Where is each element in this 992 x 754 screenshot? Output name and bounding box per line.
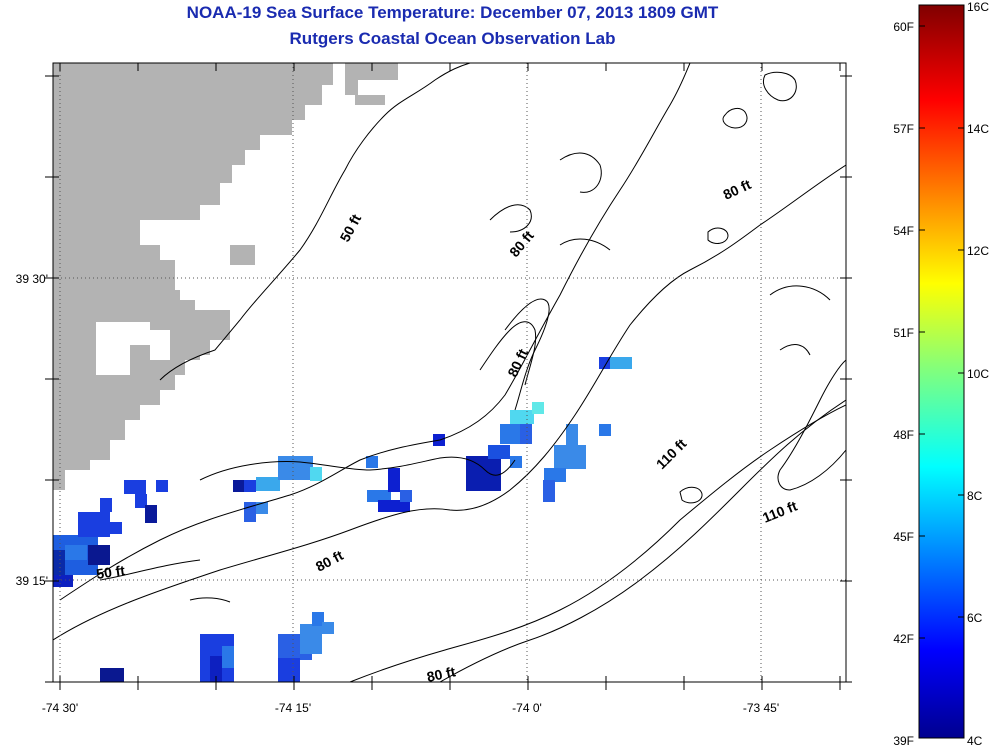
depth-contour (504, 298, 550, 411)
sst-pixel (300, 624, 322, 654)
land-mass (53, 63, 333, 490)
colorbar-f-label: 48F (893, 428, 914, 442)
depth-contour (159, 63, 471, 381)
depth-contour (559, 152, 602, 193)
depth-contour (349, 404, 846, 682)
colorbar-c-label: 6C (967, 611, 983, 625)
sst-pixel (400, 490, 412, 502)
sst-pixel (88, 545, 110, 565)
lat-tick-label: 39 30' (16, 272, 48, 286)
depth-contour (189, 597, 231, 603)
sst-pixel (500, 424, 522, 444)
colorbar-c-label: 10C (967, 367, 989, 381)
colorbar-f-label: 54F (893, 224, 914, 238)
land-mass (230, 245, 255, 265)
sst-pixel (53, 550, 65, 575)
sst-pixel (110, 522, 122, 534)
depth-contour (763, 71, 797, 102)
depth-contour (439, 399, 846, 682)
sst-pixel (378, 500, 410, 512)
depth-label: 50 ft (95, 562, 126, 582)
colorbar-f-label: 57F (893, 122, 914, 136)
sst-pixel (543, 480, 555, 502)
land-mass (355, 95, 385, 105)
sst-pixel (256, 477, 280, 491)
sst-pixel (312, 612, 324, 626)
depth-contour (679, 486, 703, 504)
sst-pixel (544, 468, 566, 482)
colorbar-f-label: 39F (893, 734, 914, 748)
land-mass (345, 63, 398, 95)
sst-pixel (388, 468, 400, 492)
lon-tick-label: -74 0' (512, 701, 542, 715)
land-mass (96, 322, 150, 375)
colorbar-c-label: 4C (967, 734, 983, 748)
sst-pixel (65, 545, 87, 560)
sst-pixel (532, 402, 544, 414)
sst-pixel (222, 646, 234, 668)
depth-contour (769, 285, 831, 301)
sst-pixel (135, 494, 147, 508)
sst-pixel (244, 502, 256, 522)
sst-pixel (366, 456, 378, 468)
depth-contour (707, 227, 729, 244)
sst-pixel (278, 456, 313, 480)
sst-pixel (256, 502, 268, 514)
sst-pixel (145, 505, 157, 523)
sst-pixel (210, 656, 222, 682)
land-mass (188, 310, 230, 355)
colorbar-f-label: 51F (893, 326, 914, 340)
sst-pixel (367, 490, 391, 502)
sst-pixel (53, 575, 73, 587)
sst-pixel (100, 668, 124, 682)
sst-pixel (78, 512, 110, 537)
sst-pixel (244, 480, 256, 492)
colorbar-c-label: 12C (967, 244, 989, 258)
depth-label: 80 ft (425, 663, 457, 685)
sst-pixel (610, 357, 632, 369)
sst-pixel (599, 424, 611, 436)
depth-contour (777, 359, 846, 491)
lon-tick-label: -73 45' (743, 701, 779, 715)
sst-pixel (310, 467, 322, 481)
sst-pixel (100, 498, 112, 512)
sst-pixel (124, 480, 146, 494)
map-subtitle: Rutgers Coastal Ocean Observation Lab (289, 29, 616, 48)
lon-tick-label: -74 30' (42, 701, 78, 715)
land-mass (150, 330, 170, 360)
sst-pixel (488, 445, 510, 459)
sst-pixel (510, 410, 534, 424)
colorbar-c-label: 14C (967, 122, 989, 136)
lat-tick-label: 39 15' (16, 574, 48, 588)
depth-contour (199, 456, 516, 481)
colorbar-f-label: 45F (893, 530, 914, 544)
depth-contour (489, 204, 532, 233)
map-title: NOAA-19 Sea Surface Temperature: Decembe… (186, 3, 719, 22)
colorbar-c-label: 16C (967, 0, 989, 14)
colorbar-f-label: 60F (893, 20, 914, 34)
lon-tick-label: -74 15' (275, 701, 311, 715)
sst-pixel (520, 424, 532, 444)
colorbar-f-label: 42F (893, 632, 914, 646)
sst-pixel (156, 480, 168, 492)
sst-pixel (233, 480, 245, 492)
sst-pixel (322, 622, 334, 634)
sst-pixel (466, 456, 501, 491)
depth-contour (779, 344, 811, 356)
depth-contour (559, 238, 611, 251)
depth-contour (722, 107, 748, 129)
sst-pixel (554, 445, 586, 469)
sst-pixel (510, 456, 522, 468)
depth-contour (53, 164, 846, 641)
depth-contour (59, 63, 691, 601)
colorbar-gradient (918, 4, 965, 739)
colorbar-c-label: 8C (967, 489, 983, 503)
sst-pixel (566, 424, 578, 446)
depth-contour (479, 321, 537, 386)
depth-contour (99, 559, 201, 581)
